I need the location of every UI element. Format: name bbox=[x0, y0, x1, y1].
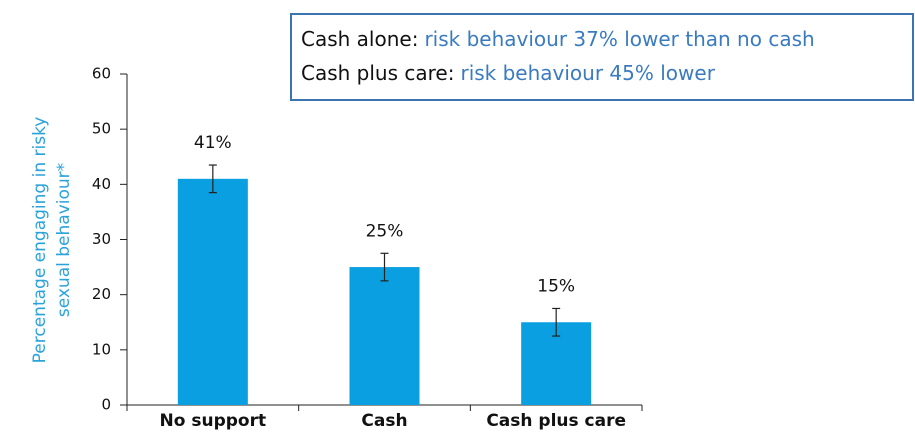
x-tick-label: Cash plus care bbox=[486, 411, 626, 431]
bar bbox=[349, 267, 420, 405]
data-label: 15% bbox=[537, 276, 575, 296]
annotation: Cash alone: risk behaviour 37% lower than… bbox=[301, 27, 815, 51]
y-tick-label: 30 bbox=[92, 230, 111, 248]
annotation-box bbox=[290, 13, 914, 101]
annotation-label: Cash alone: bbox=[301, 27, 418, 51]
y-tick-label: 20 bbox=[92, 285, 111, 303]
y-tick-label: 50 bbox=[92, 120, 111, 138]
x-tick-label: Cash bbox=[361, 411, 407, 431]
x-tick-label: No support bbox=[160, 411, 267, 431]
y-tick-label: 0 bbox=[101, 396, 111, 414]
bar bbox=[177, 178, 248, 405]
y-tick-label: 10 bbox=[92, 340, 111, 358]
y-axis-title-line: Percentage engaging in risky bbox=[30, 117, 50, 364]
y-tick-label: 60 bbox=[92, 65, 111, 83]
annotation-text: risk behaviour 37% lower than no cash bbox=[424, 27, 814, 51]
y-tick-label: 40 bbox=[92, 175, 111, 193]
y-axis-title: Percentage engaging in risky sexual behav… bbox=[30, 117, 74, 364]
data-label: 41% bbox=[194, 133, 232, 153]
annotation-text: risk behaviour 45% lower bbox=[460, 61, 715, 85]
data-label: 25% bbox=[366, 221, 404, 241]
annotation: Cash plus care: risk behaviour 45% lower bbox=[301, 61, 716, 85]
y-axis-title-line: sexual behaviour* bbox=[54, 163, 74, 317]
annotation-label: Cash plus care: bbox=[301, 61, 454, 85]
